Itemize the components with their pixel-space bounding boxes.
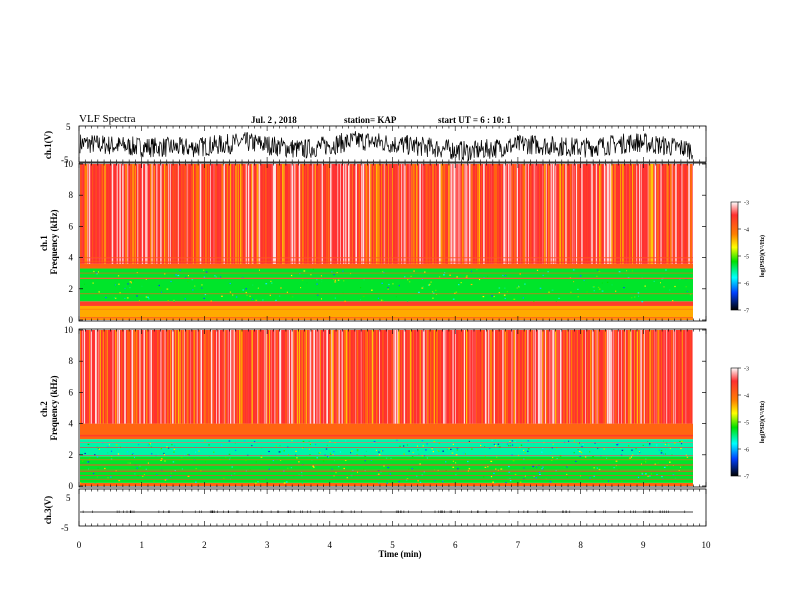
ch2-ytick-label: 6 (69, 387, 74, 397)
date-label: Jul. 2 , 2018 (251, 115, 297, 125)
colorbar-tick-label: -7 (744, 309, 749, 315)
time-tick-label: 4 (328, 540, 333, 550)
time-tick-label: 9 (641, 540, 646, 550)
ch3-sparse-marks (82, 510, 686, 513)
station-label: station= KAP (344, 115, 397, 125)
colorbar-tick-label: -4 (744, 228, 749, 234)
ch1-ytick-label: 0 (69, 315, 74, 325)
colorbar-tick-label: -5 (744, 255, 749, 261)
time-tick-label: 8 (578, 540, 583, 550)
ch1-band-3 (80, 263, 693, 269)
time-tick-label: 6 (453, 540, 458, 550)
time-tick-label: 7 (516, 540, 521, 550)
ch3-voltage-ylabel: ch.3(V) (43, 496, 53, 524)
ch2-ytick-label: 0 (69, 481, 74, 491)
ch2-ytick-label: 10 (64, 325, 74, 335)
time-axis: 0 1 2 3 4 5 6 7 8 9 10 (77, 126, 711, 550)
colorbar-tick-label: -5 (744, 421, 749, 427)
colorbar-tick-label: -3 (744, 201, 749, 207)
ch2-ytick-label: 2 (69, 450, 74, 460)
ch2-band-1 (80, 456, 693, 483)
ch1-colorbar: -3 -4 -5 -6 -7 log(PSD)(V²/Hz) (730, 201, 766, 315)
chart-title: VLF Spectra (79, 113, 136, 125)
ch1-waveform (79, 131, 693, 162)
ch1-band-0 (80, 305, 693, 320)
start-time-label: start UT = 6 : 10: 1 (438, 115, 511, 125)
colorbar-tick-label: -4 (744, 394, 749, 400)
time-tick-label: 2 (202, 540, 207, 550)
ch2-spectrogram-panel: 0 2 4 6 8 10 ch.2 Frequency (kHz) (39, 325, 707, 491)
ch3-ytick-bottom: -5 (61, 523, 69, 533)
ch1-ytick-label: 2 (69, 284, 74, 294)
ch1-spectrogram-image (80, 164, 694, 320)
ch1-ytick-bottom: -5 (61, 155, 69, 165)
ch2-colorbar-label: log(PSD)(V²/Hz) (759, 401, 766, 443)
ch1-ytick-label: 4 (69, 253, 74, 263)
ch2-spectrogram-image (80, 330, 694, 486)
time-tick-label: 3 (265, 540, 270, 550)
colorbar-tick-label: -6 (744, 448, 749, 454)
time-tick-label: 10 (702, 540, 712, 550)
time-tick-label: 1 (139, 540, 144, 550)
ch2-ytick-label: 4 (69, 419, 74, 429)
ch3-ytick-top: 5 (66, 493, 71, 503)
ch1-ytick-label: 10 (64, 159, 74, 169)
ch1-band-2 (80, 268, 693, 302)
time-axis-label: Time (min) (378, 549, 421, 559)
ch1-voltage-ylabel: ch.1(V) (43, 131, 53, 159)
ch2-colorbar: -3 -4 -5 -6 -7 log(PSD)(V²/Hz) (730, 367, 766, 481)
ch1-ytick-top: 5 (66, 122, 71, 132)
ch1-frequency-ylabel: ch.1 Frequency (kHz) (39, 209, 59, 274)
ch2-frequency-ylabel: ch.2 Frequency (kHz) (39, 375, 59, 440)
ch1-spectrogram-panel: 0 2 4 6 8 10 ch.1 Frequency (kHz) (39, 159, 707, 325)
ch2-ytick-label: 8 (69, 356, 74, 366)
ch3-voltage-panel: 5 -5 ch.3(V) (43, 488, 707, 533)
ch1-voltage-panel: 5 -5 ch.1(V) (43, 122, 707, 165)
ch1-colorbar-label: log(PSD)(V²/Hz) (759, 235, 766, 277)
time-tick-label: 5 (390, 540, 395, 550)
ch1-ytick-label: 6 (69, 221, 74, 231)
time-tick-label: 0 (77, 540, 82, 550)
ch1-ytick-label: 8 (69, 190, 74, 200)
colorbar-tick-label: -6 (744, 282, 749, 288)
colorbar-tick-label: -7 (744, 475, 749, 481)
ch1-band-1 (80, 301, 693, 306)
colorbar-tick-label: -3 (744, 367, 749, 373)
ch2-band-0 (80, 482, 693, 486)
